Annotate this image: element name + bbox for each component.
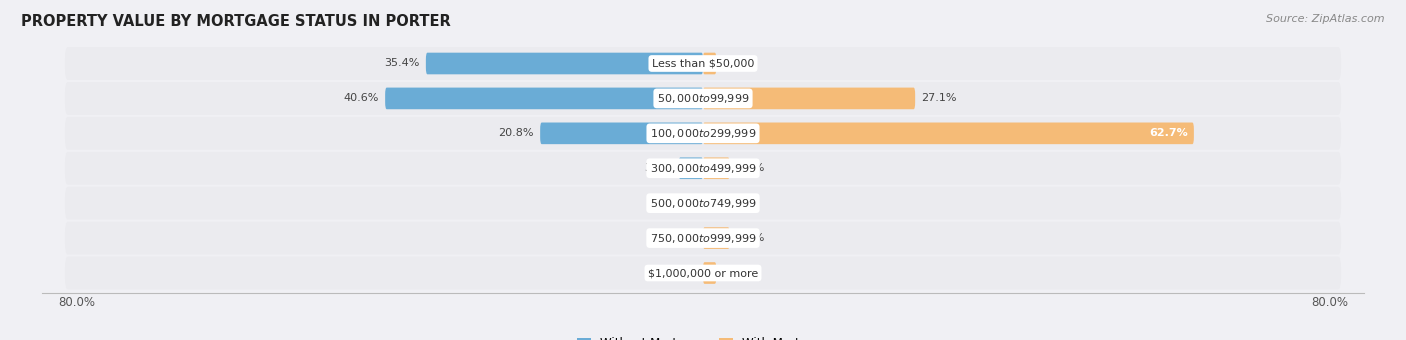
Text: Source: ZipAtlas.com: Source: ZipAtlas.com	[1267, 14, 1385, 23]
Text: $1,000,000 or more: $1,000,000 or more	[648, 268, 758, 278]
Text: 3.1%: 3.1%	[644, 163, 672, 173]
FancyBboxPatch shape	[703, 157, 730, 179]
FancyBboxPatch shape	[65, 82, 1341, 115]
FancyBboxPatch shape	[426, 53, 703, 74]
FancyBboxPatch shape	[65, 257, 1341, 289]
Text: 0.0%: 0.0%	[709, 198, 738, 208]
Text: Less than $50,000: Less than $50,000	[652, 58, 754, 68]
Text: $500,000 to $749,999: $500,000 to $749,999	[650, 197, 756, 210]
Text: 40.6%: 40.6%	[343, 94, 378, 103]
Text: 80.0%: 80.0%	[1310, 296, 1348, 309]
FancyBboxPatch shape	[703, 262, 716, 284]
FancyBboxPatch shape	[703, 227, 730, 249]
FancyBboxPatch shape	[703, 53, 716, 74]
FancyBboxPatch shape	[65, 222, 1341, 255]
Text: $300,000 to $499,999: $300,000 to $499,999	[650, 162, 756, 175]
Text: PROPERTY VALUE BY MORTGAGE STATUS IN PORTER: PROPERTY VALUE BY MORTGAGE STATUS IN POR…	[21, 14, 451, 29]
Text: 20.8%: 20.8%	[498, 128, 534, 138]
FancyBboxPatch shape	[385, 88, 703, 109]
FancyBboxPatch shape	[540, 122, 703, 144]
Text: 80.0%: 80.0%	[58, 296, 96, 309]
Text: $50,000 to $99,999: $50,000 to $99,999	[657, 92, 749, 105]
FancyBboxPatch shape	[65, 187, 1341, 220]
Text: 1.7%: 1.7%	[723, 268, 751, 278]
Text: 0.0%: 0.0%	[668, 233, 697, 243]
FancyBboxPatch shape	[65, 152, 1341, 185]
Legend: Without Mortgage, With Mortgage: Without Mortgage, With Mortgage	[576, 337, 830, 340]
Text: 35.4%: 35.4%	[384, 58, 419, 68]
Text: 1.7%: 1.7%	[723, 58, 751, 68]
FancyBboxPatch shape	[703, 88, 915, 109]
Text: 3.4%: 3.4%	[735, 233, 765, 243]
FancyBboxPatch shape	[703, 122, 1194, 144]
FancyBboxPatch shape	[65, 117, 1341, 150]
Text: 3.4%: 3.4%	[735, 163, 765, 173]
FancyBboxPatch shape	[65, 47, 1341, 80]
FancyBboxPatch shape	[679, 157, 703, 179]
Text: 62.7%: 62.7%	[1149, 128, 1188, 138]
Text: 0.0%: 0.0%	[668, 198, 697, 208]
Text: 0.0%: 0.0%	[668, 268, 697, 278]
Text: $750,000 to $999,999: $750,000 to $999,999	[650, 232, 756, 244]
Text: 27.1%: 27.1%	[921, 94, 957, 103]
Text: $100,000 to $299,999: $100,000 to $299,999	[650, 127, 756, 140]
